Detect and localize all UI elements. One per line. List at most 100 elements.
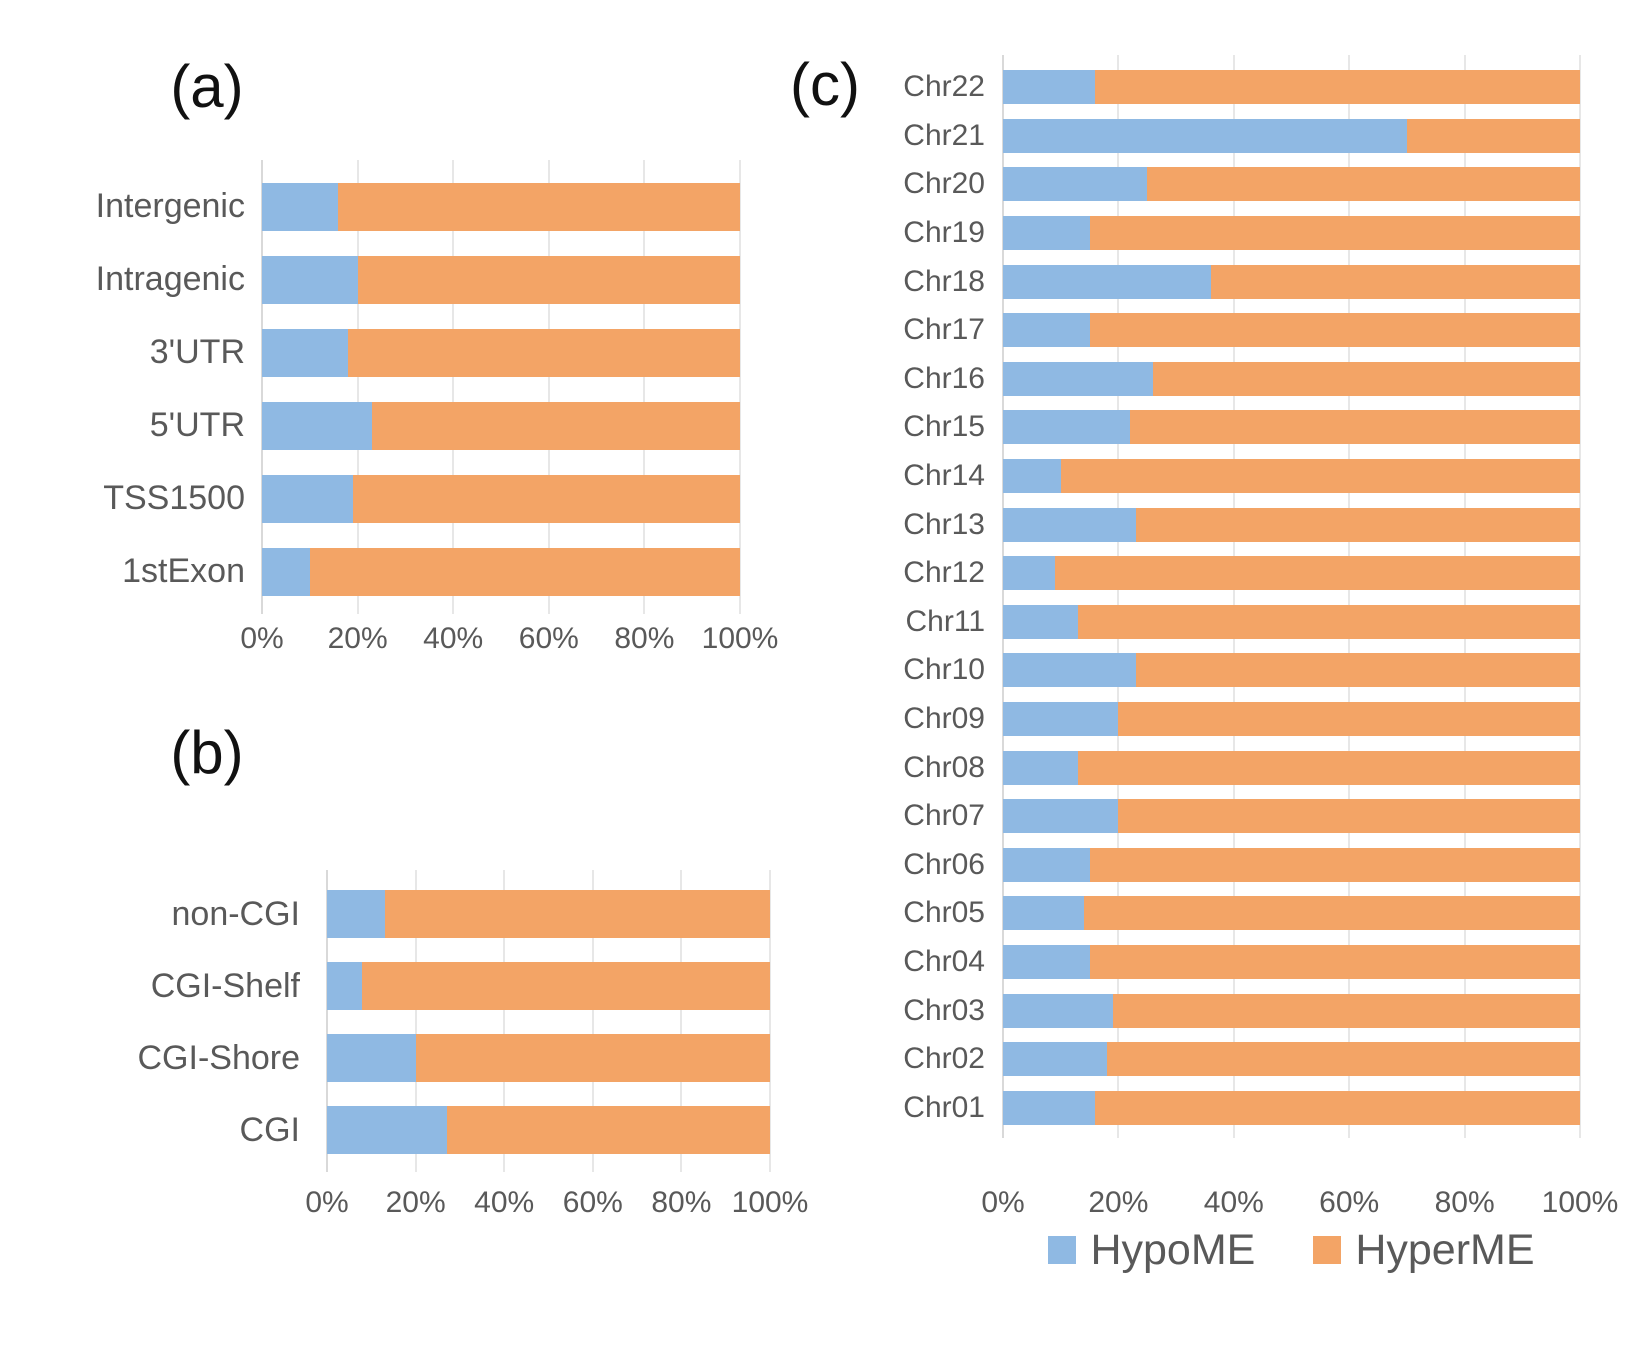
bar-row bbox=[327, 878, 770, 950]
bar-rows bbox=[262, 170, 740, 608]
gridline bbox=[452, 160, 455, 614]
x-axis-tick-label: 20% bbox=[1088, 1186, 1149, 1219]
x-axis-tick-label: 60% bbox=[1319, 1186, 1380, 1219]
legend-label: HypoME bbox=[1090, 1225, 1256, 1274]
panel-c-chart: Chr22 Chr21 Chr20 Chr19 Chr18 Chr17 Chr16 Chr15… bbox=[835, 55, 1581, 1139]
hypome-segment bbox=[1003, 410, 1130, 445]
gridline bbox=[769, 870, 771, 1172]
hypome-segment bbox=[1003, 1090, 1096, 1125]
bar-row bbox=[1003, 160, 1580, 209]
panel-b-title: (b) bbox=[170, 719, 244, 786]
x-axis-tick-label: 20% bbox=[385, 1186, 446, 1219]
stacked-bar bbox=[1003, 216, 1580, 251]
hyperme-segment bbox=[1078, 604, 1580, 639]
category-label: CGI-Shore bbox=[137, 1038, 301, 1077]
gridline bbox=[503, 870, 506, 1172]
category-label: Chr16 bbox=[903, 361, 985, 395]
bar-row bbox=[1003, 938, 1580, 987]
category-label: Chr08 bbox=[903, 750, 985, 784]
category-label: Chr15 bbox=[903, 410, 985, 444]
bar-row bbox=[1003, 841, 1580, 890]
bar-row bbox=[327, 1094, 770, 1166]
category-label: Chr10 bbox=[903, 653, 985, 687]
hypome-segment bbox=[1003, 702, 1119, 737]
hypome-segment bbox=[1003, 993, 1113, 1028]
hyperme-segment bbox=[1135, 653, 1580, 688]
bar-row bbox=[327, 950, 770, 1022]
bar-row bbox=[1003, 112, 1580, 161]
hyperme-segment bbox=[352, 474, 740, 523]
bar-row bbox=[262, 462, 740, 535]
gridline bbox=[356, 160, 359, 614]
stacked-bar bbox=[1003, 896, 1580, 931]
bar-row bbox=[1003, 355, 1580, 404]
category-label: Chr22 bbox=[903, 70, 985, 104]
x-axis-tick-label: 40% bbox=[1203, 1186, 1264, 1219]
hypome-segment bbox=[262, 328, 349, 377]
gridline bbox=[643, 160, 646, 614]
x-axis-tick-label: 100% bbox=[701, 622, 779, 655]
stacked-bar bbox=[1003, 993, 1580, 1028]
category-label: Intergenic bbox=[95, 187, 245, 225]
hypome-segment bbox=[262, 547, 310, 596]
gridline bbox=[591, 870, 594, 1172]
stacked-bar bbox=[1003, 361, 1580, 396]
category-label: Chr04 bbox=[903, 944, 985, 978]
x-axis-tick-label: 20% bbox=[327, 622, 388, 655]
panel-c-title: (c) bbox=[790, 51, 860, 118]
stacked-bar bbox=[1003, 410, 1580, 445]
category-label: CGI bbox=[239, 1110, 300, 1149]
hyperme-segment bbox=[1089, 847, 1580, 882]
gridline bbox=[1117, 55, 1120, 1139]
hypome-segment bbox=[1003, 799, 1119, 834]
stacked-bar bbox=[1003, 1090, 1580, 1125]
hyperme-segment bbox=[1135, 507, 1580, 542]
category-label: Chr03 bbox=[903, 993, 985, 1027]
hyperme-segment bbox=[362, 962, 770, 1010]
hypome-segment bbox=[1003, 896, 1084, 931]
hypome-segment bbox=[1003, 944, 1090, 979]
gridline bbox=[739, 160, 741, 614]
hyperme-segment bbox=[1118, 799, 1580, 834]
bar-row bbox=[1003, 403, 1580, 452]
hyperme-segment bbox=[1118, 702, 1580, 737]
bar-row bbox=[1003, 257, 1580, 306]
hyperme-segment bbox=[1112, 993, 1580, 1028]
hyperme-segment bbox=[1089, 216, 1580, 251]
panel-a-chart: Intergenic Intragenic 3'UTR 5'UTR TSS1500 1st… bbox=[0, 160, 741, 614]
x-axis-tick-label: 40% bbox=[474, 1186, 535, 1219]
category-label: Chr11 bbox=[905, 604, 985, 638]
category-label: Chr18 bbox=[903, 264, 985, 298]
gridline bbox=[680, 870, 683, 1172]
hypome-segment bbox=[262, 182, 339, 231]
category-label: Chr14 bbox=[903, 459, 985, 493]
stacked-bar bbox=[327, 1034, 770, 1082]
panel-b-chart: non-CGI CGI-Shelf CGI-Shore CGI bbox=[0, 870, 771, 1172]
gridline bbox=[326, 870, 328, 1172]
category-label: Chr13 bbox=[903, 507, 985, 541]
bar-row bbox=[262, 389, 740, 462]
category-label: 3'UTR bbox=[149, 333, 245, 371]
stacked-bar bbox=[1003, 799, 1580, 834]
bar-row bbox=[262, 170, 740, 243]
category-label: Chr06 bbox=[903, 847, 985, 881]
hypome-segment bbox=[327, 1106, 447, 1154]
hyperme-segment bbox=[1095, 1090, 1580, 1125]
category-label: Chr21 bbox=[903, 118, 985, 152]
gridline bbox=[414, 870, 417, 1172]
panel-a-title: (a) bbox=[170, 53, 244, 120]
x-axis-tick-label: 100% bbox=[1541, 1186, 1619, 1219]
bar-row bbox=[1003, 986, 1580, 1035]
hypome-segment bbox=[1003, 556, 1055, 591]
hypome-segment bbox=[1003, 847, 1090, 882]
x-axis-tick-label: 60% bbox=[562, 1186, 623, 1219]
hypome-segment bbox=[1003, 459, 1061, 494]
category-labels: Intergenic Intragenic 3'UTR 5'UTR TSS1500 1st… bbox=[0, 160, 245, 614]
hypome-segment bbox=[1003, 750, 1078, 785]
stacked-bar bbox=[1003, 507, 1580, 542]
stacked-bar bbox=[1003, 653, 1580, 688]
category-label: Chr19 bbox=[903, 216, 985, 250]
stacked-bar bbox=[262, 182, 740, 231]
category-labels: non-CGI CGI-Shelf CGI-Shore CGI bbox=[0, 870, 301, 1172]
bar-row bbox=[262, 316, 740, 389]
